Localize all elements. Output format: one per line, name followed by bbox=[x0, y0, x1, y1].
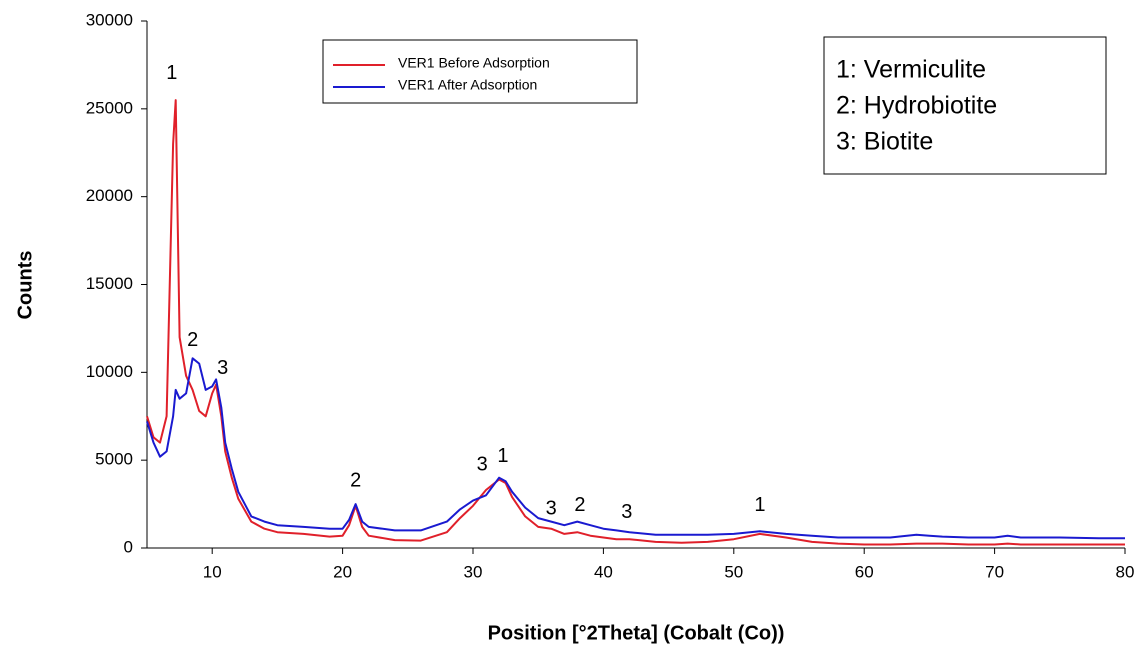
x-tick-label: 70 bbox=[985, 562, 1004, 581]
peak-label: 3 bbox=[546, 498, 557, 520]
peak-label: 2 bbox=[350, 470, 361, 492]
x-tick-label: 40 bbox=[594, 562, 613, 581]
x-tick-label: 50 bbox=[724, 562, 743, 581]
data-line bbox=[146, 357, 1125, 540]
y-tick-label: 20000 bbox=[86, 186, 133, 205]
y-tick-label: 0 bbox=[124, 537, 133, 556]
x-tick-label: 60 bbox=[855, 562, 874, 581]
x-tick-label: 10 bbox=[203, 562, 222, 581]
x-tick-label: 30 bbox=[464, 562, 483, 581]
legend-label: VER1 Before Adsorption bbox=[398, 55, 550, 71]
peak-label: 1 bbox=[166, 62, 177, 84]
note-line: 1: Vermiculite bbox=[836, 56, 986, 84]
peak-label: 2 bbox=[574, 494, 585, 516]
data-line bbox=[146, 99, 1125, 546]
legend-label: VER1 After Adsorption bbox=[398, 77, 537, 93]
peak-label: 3 bbox=[621, 501, 632, 523]
y-tick-label: 15000 bbox=[86, 274, 133, 293]
note-box bbox=[823, 36, 1107, 175]
y-tick-label: 25000 bbox=[86, 98, 133, 117]
x-axis-label: Position [°2Theta] (Cobalt (Co)) bbox=[488, 622, 785, 644]
note-line: 3: Biotite bbox=[836, 128, 933, 156]
y-tick-label: 30000 bbox=[86, 10, 133, 29]
peak-label: 1 bbox=[497, 445, 508, 467]
y-axis-label: Counts bbox=[14, 251, 36, 320]
x-tick-label: 20 bbox=[333, 562, 352, 581]
y-tick-label: 5000 bbox=[95, 450, 133, 469]
peak-label: 1 bbox=[754, 494, 765, 516]
peak-label: 3 bbox=[217, 357, 228, 379]
x-tick-label: 80 bbox=[1116, 562, 1135, 581]
peak-label: 2 bbox=[187, 329, 198, 351]
peak-label: 3 bbox=[477, 454, 488, 476]
legend bbox=[322, 39, 638, 104]
note-line: 2: Hydrobiotite bbox=[836, 92, 997, 120]
y-tick-label: 10000 bbox=[86, 362, 133, 381]
